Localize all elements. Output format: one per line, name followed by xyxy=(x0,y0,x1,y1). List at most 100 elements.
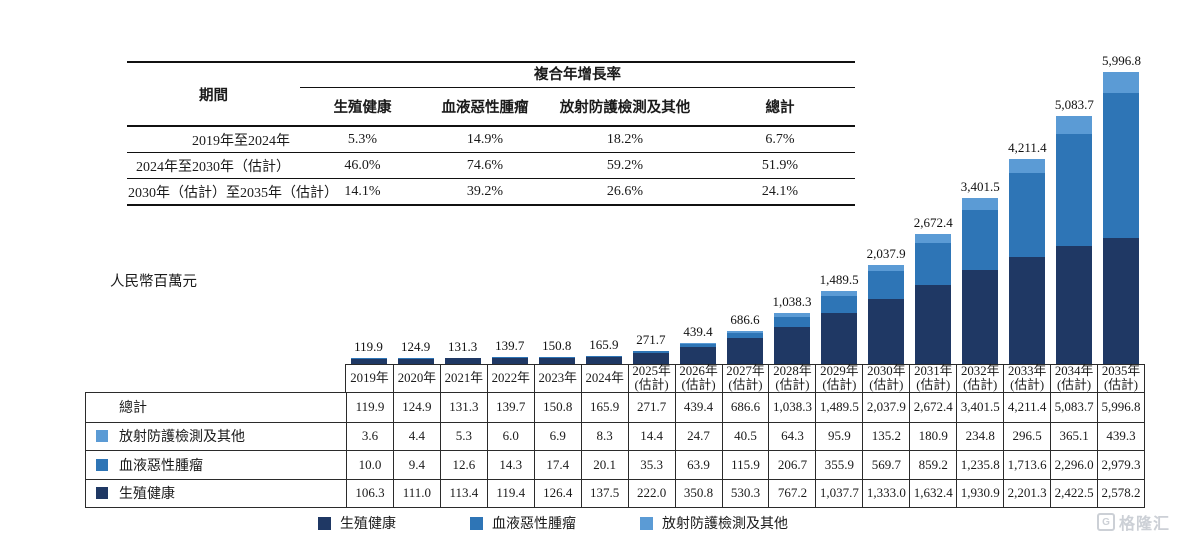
table-value-cell: 119.9 xyxy=(346,393,393,422)
year-cell: 2023年 xyxy=(533,365,581,392)
year-label: 2025年 xyxy=(632,364,671,379)
year-cell: 2034年 (估計) xyxy=(1050,365,1097,392)
bar-segment-血液惡性腫瘤 xyxy=(915,242,952,285)
year-cell: 2027年 (估計) xyxy=(721,365,769,392)
cagr-value-cell: 59.2% xyxy=(606,157,644,173)
year-estimate-note: (估計) xyxy=(728,377,763,392)
bar-segment-放射防護檢測及其他 xyxy=(1056,116,1093,135)
table-value-cell: 115.9 xyxy=(721,451,769,479)
gelonghui-logo-icon: G xyxy=(1097,513,1115,531)
bar-segment-生殖健康 xyxy=(538,357,575,364)
bar-2021年: 131.3 xyxy=(444,339,481,364)
table-value-cell: 569.7 xyxy=(862,451,909,479)
table-value-cell: 165.9 xyxy=(580,393,628,422)
year-label: 2023年 xyxy=(538,370,577,385)
bar-total-label: 2,672.4 xyxy=(913,214,953,230)
bar-segment-生殖健康 xyxy=(632,353,669,364)
bar-segment-放射防護檢測及其他 xyxy=(679,342,716,344)
bar-segment-生殖健康 xyxy=(962,269,999,364)
table-value-cell: 2,201.3 xyxy=(1003,479,1050,507)
gelonghui-watermark-text: 格隆汇 xyxy=(1119,516,1171,533)
bar-segment-血液惡性腫瘤 xyxy=(632,351,669,354)
year-label: 2029年 xyxy=(820,364,859,379)
table-value-cell: 2,422.5 xyxy=(1050,479,1097,507)
bar-segment-生殖健康 xyxy=(1103,238,1140,364)
table-value-cell: 1,333.0 xyxy=(862,479,909,507)
row-label: 生殖健康 xyxy=(119,487,175,503)
bar-2019年: 119.9 xyxy=(350,339,387,364)
table-value-cell: 530.3 xyxy=(721,479,769,507)
bar-total-label: 150.8 xyxy=(542,337,572,353)
table-value-cell: 1,038.3 xyxy=(768,393,815,422)
table-value-cell: 1,632.4 xyxy=(909,479,956,507)
table-value-cell: 2,037.9 xyxy=(862,393,909,422)
year-label: 2030年 xyxy=(867,364,906,379)
cagr-column-header: 生殖健康 xyxy=(333,100,392,116)
year-label: 2019年 xyxy=(350,370,389,385)
y-axis-unit-label: 人民幣百萬元 xyxy=(110,274,197,290)
bar-segment-血液惡性腫瘤 xyxy=(1009,173,1046,257)
bar-total-label: 4,211.4 xyxy=(1008,139,1047,155)
year-cell: 2029年 (估計) xyxy=(815,365,862,392)
table-value-cell: 6.0 xyxy=(486,422,534,450)
bar-2023年: 150.8 xyxy=(538,338,575,364)
table-value-cell: 14.3 xyxy=(486,451,534,479)
bar-2020年: 124.9 xyxy=(397,339,434,364)
bar-total-label: 5,996.8 xyxy=(1101,53,1141,68)
year-label: 2035年 xyxy=(1101,364,1141,379)
bar-2034年: 5,083.7 xyxy=(1055,97,1094,364)
legend-swatch-icon xyxy=(470,516,483,530)
year-label: 2021年 xyxy=(444,370,484,385)
bar-2027年: 686.6 xyxy=(727,312,763,364)
legend-label: 血液惡性腫瘤 xyxy=(492,517,576,532)
legend-item-血液惡性腫瘤: 血液惡性腫瘤 xyxy=(470,513,576,533)
row-label: 總計 xyxy=(119,401,147,417)
cagr-value-cell: 26.6% xyxy=(606,183,644,199)
stacked-bar-chart: 119.9 124.9 131.3 139.7 150.8 165.9 271.7 439.4… xyxy=(345,53,1145,364)
bar-segment-血液惡性腫瘤 xyxy=(868,271,905,300)
table-row: 總計 119.9 124.9 131.3 139.7 150.8 165.9 271.7 439… xyxy=(86,393,1144,422)
bar-2028年: 1,038.3 xyxy=(773,294,812,364)
row-label: 放射防護檢測及其他 xyxy=(119,430,245,446)
cagr-value-cell: 46.0% xyxy=(344,157,381,173)
bar-segment-生殖健康 xyxy=(679,346,716,364)
year-axis-row: 2019年 2020年 2021年 2022年 2023年 2024年 2025年 (估計) 2… xyxy=(345,364,1145,393)
table-value-cell: 206.7 xyxy=(768,451,815,479)
bar-segment-生殖健康 xyxy=(1009,256,1046,364)
bar-segment-放射防護檢測及其他 xyxy=(1103,72,1140,94)
bar-segment-生殖健康 xyxy=(915,284,952,364)
cagr-period-cell: 2030年（估計）至2035年（估計） xyxy=(128,185,338,201)
bar-total-label: 165.9 xyxy=(589,336,619,352)
table-value-cell: 124.9 xyxy=(392,393,440,422)
cagr-column-header: 血液惡性腫瘤 xyxy=(441,100,529,116)
bar-total-label: 2,037.9 xyxy=(866,245,906,261)
table-value-cell: 1,930.9 xyxy=(956,479,1003,507)
legend-label: 放射防護檢測及其他 xyxy=(662,517,788,532)
year-label: 2024年 xyxy=(585,370,624,385)
table-value-cell: 2,672.4 xyxy=(909,393,956,422)
bar-segment-生殖健康 xyxy=(821,313,858,364)
table-value-cell: 64.3 xyxy=(768,422,815,450)
table-value-cell: 5,996.8 xyxy=(1097,393,1144,422)
table-value-cell: 3.6 xyxy=(346,422,393,450)
bar-segment-放射防護檢測及其他 xyxy=(821,291,858,297)
bar-2033年: 4,211.4 xyxy=(1008,140,1047,364)
bar-segment-血液惡性腫瘤 xyxy=(491,357,528,359)
bar-segment-生殖健康 xyxy=(585,357,622,364)
table-value-cell: 40.5 xyxy=(721,422,769,450)
table-value-cell: 95.9 xyxy=(815,422,862,450)
table-value-cell: 8.3 xyxy=(580,422,628,450)
series-swatch-icon xyxy=(96,487,108,500)
year-cell: 2019年 xyxy=(346,365,393,392)
bar-segment-生殖健康 xyxy=(444,358,481,364)
year-label: 2028年 xyxy=(773,364,812,379)
year-estimate-note: (估計) xyxy=(634,377,669,392)
year-cell: 2025年 (估計) xyxy=(627,364,675,392)
table-value-cell: 439.4 xyxy=(674,393,722,422)
table-value-cell: 5.3 xyxy=(439,422,487,450)
year-cell: 2030年 (估計) xyxy=(862,365,909,392)
cagr-period-cell: 2024年至2030年（估計） xyxy=(136,159,290,175)
cagr-value-cell: 18.2% xyxy=(606,131,644,147)
chart-data-table: 總計 119.9 124.9 131.3 139.7 150.8 165.9 271.7 439… xyxy=(85,392,1145,508)
